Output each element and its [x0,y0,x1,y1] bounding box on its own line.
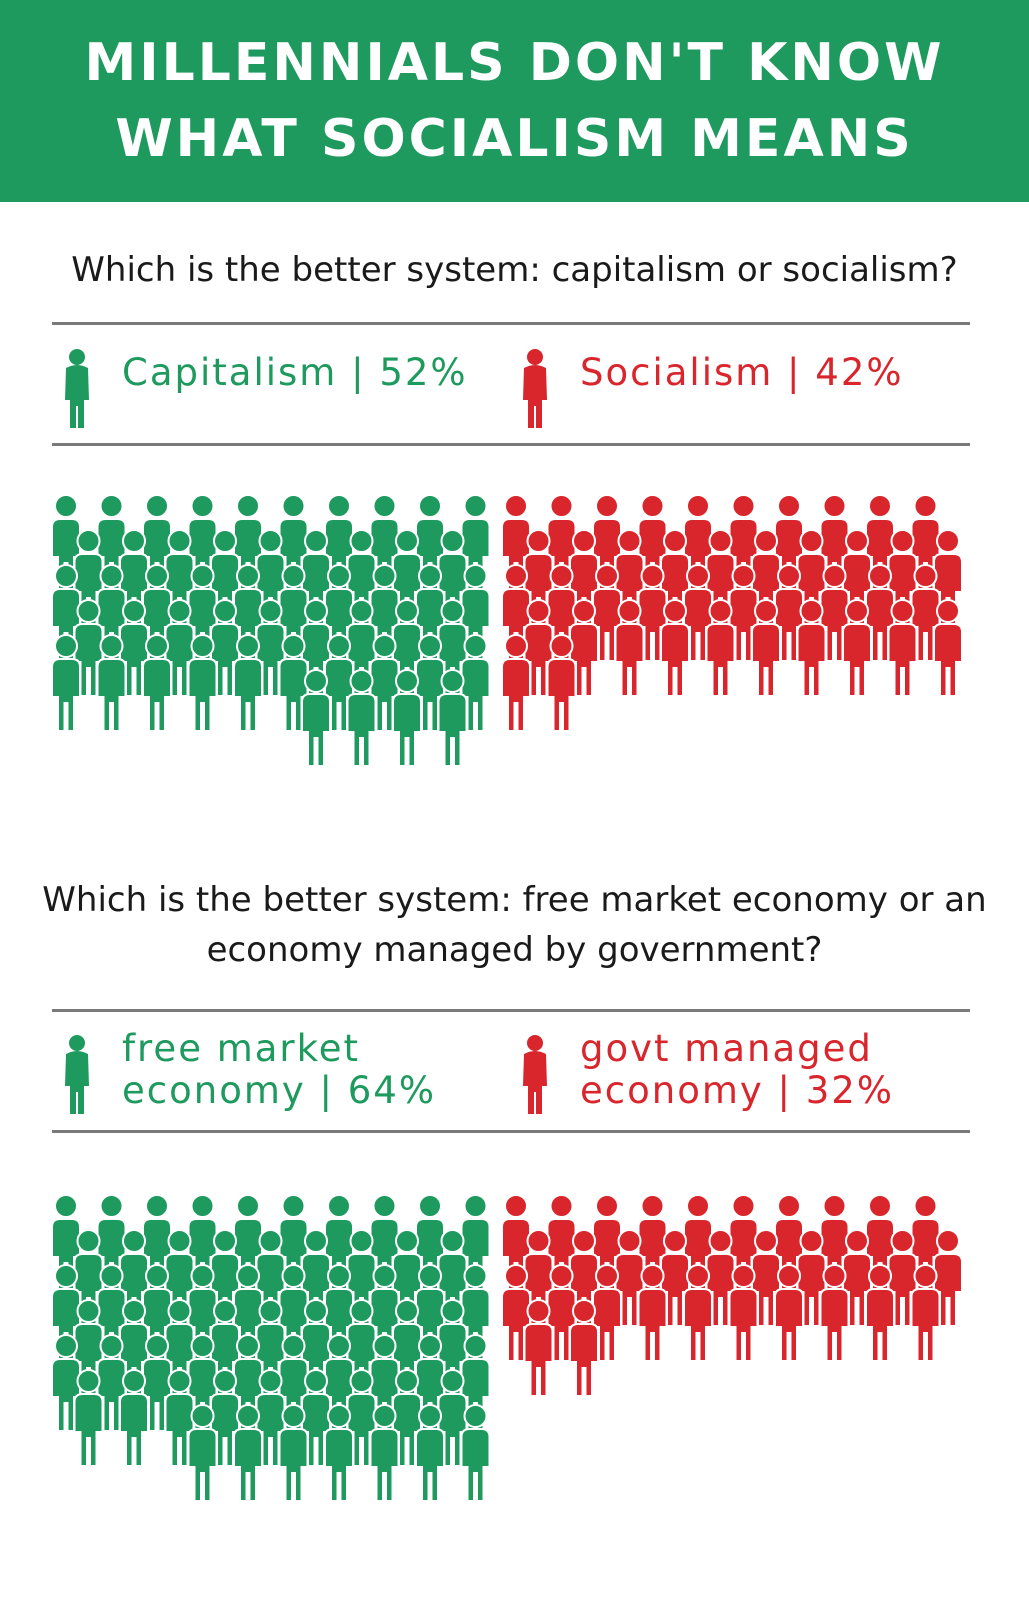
person-mark [142,1334,172,1432]
person-mark [437,1369,468,1467]
person-mark [73,599,104,697]
person-mark [324,634,354,732]
person-mark [255,1369,286,1467]
person-icon [65,349,89,428]
person-mark [933,599,963,697]
person-mark [119,599,149,697]
person-mark [233,1404,263,1502]
person-mark [819,1264,850,1362]
person-mark [73,1369,104,1467]
person-mark [460,1404,491,1502]
person-mark [369,634,400,732]
person-mark [255,599,286,697]
person-mark [301,1369,331,1467]
person-mark [164,1369,195,1467]
person-mark [119,1369,149,1467]
person-mark [728,1264,759,1362]
question-2: Which is the better system: free market … [42,880,987,970]
page-title: MILLENNIALS DON'T KNOW WHAT SOCIALISM ME… [84,33,945,169]
divider [52,322,970,325]
person-mark [392,669,422,767]
person-mark [887,599,918,697]
header-banner: MILLENNIALS DON'T KNOW WHAT SOCIALISM ME… [0,0,1029,202]
person-mark [51,634,81,732]
person-mark [523,1299,554,1397]
person-mark [910,564,941,662]
person-mark [569,599,599,697]
person-mark [933,1229,963,1327]
person-mark [569,1299,599,1397]
person-mark [142,634,172,732]
person-mark [523,599,554,697]
person-mark [392,1369,422,1467]
legend-label-govt-managed: govt managed economy | 32% [580,1027,894,1112]
person-mark [842,599,872,697]
person-mark [865,1264,895,1362]
person-mark [705,1229,736,1327]
person-mark [592,1264,622,1362]
person-mark [637,564,668,662]
person-mark [278,634,309,732]
person-mark [346,1369,377,1467]
person-mark [164,599,195,697]
person-mark [887,1229,918,1327]
legend-label-free-market: free market economy | 64% [122,1027,436,1112]
person-mark [728,564,759,662]
person-mark [346,669,377,767]
person-mark [637,1264,668,1362]
person-mark [96,1334,127,1432]
person-mark [910,1264,941,1362]
person-mark [187,634,218,732]
person-mark [842,1229,872,1327]
legend-label-socialism: Socialism | 42% [580,351,904,394]
person-mark [546,1264,577,1362]
person-mark [233,634,263,732]
person-mark [683,564,713,662]
person-mark [819,564,850,662]
person-mark [751,599,781,697]
person-mark [210,1369,240,1467]
person-mark [501,1264,531,1362]
person-mark [592,564,622,662]
person-mark [751,1229,781,1327]
person-mark [301,669,331,767]
person-mark [865,564,895,662]
person-mark [187,1404,218,1502]
person-mark [683,1264,713,1362]
legend-2: free market economy | 64% govt managed e… [52,1022,970,1142]
person-mark [415,634,445,732]
person-mark [774,564,804,662]
person-mark [460,634,491,732]
person-icon [523,1035,547,1114]
person-mark [437,669,468,767]
pictogram-crowd-2 [51,1195,963,1502]
divider [52,1130,970,1133]
legend-label-capitalism: Capitalism | 52% [122,351,468,394]
legend-1: Capitalism | 52% Socialism | 42% [52,336,970,456]
person-mark [415,1404,445,1502]
person-mark [501,634,531,732]
question-1: Which is the better system: capitalism o… [71,250,958,290]
person-mark [796,1229,827,1327]
person-mark [774,1264,804,1362]
person-mark [51,1334,81,1432]
person-mark [614,1229,645,1327]
person-mark [660,599,690,697]
person-icon [65,1035,89,1114]
pictogram-crowd-1 [51,495,963,767]
person-mark [796,599,827,697]
person-mark [96,634,127,732]
person-mark [369,1404,400,1502]
person-mark [210,599,240,697]
person-mark [324,1404,354,1502]
person-icon [523,349,547,428]
divider [52,443,970,446]
divider [52,1009,970,1012]
person-mark [546,634,577,732]
person-mark [705,599,736,697]
person-mark [614,599,645,697]
person-mark [278,1404,309,1502]
person-mark [660,1229,690,1327]
